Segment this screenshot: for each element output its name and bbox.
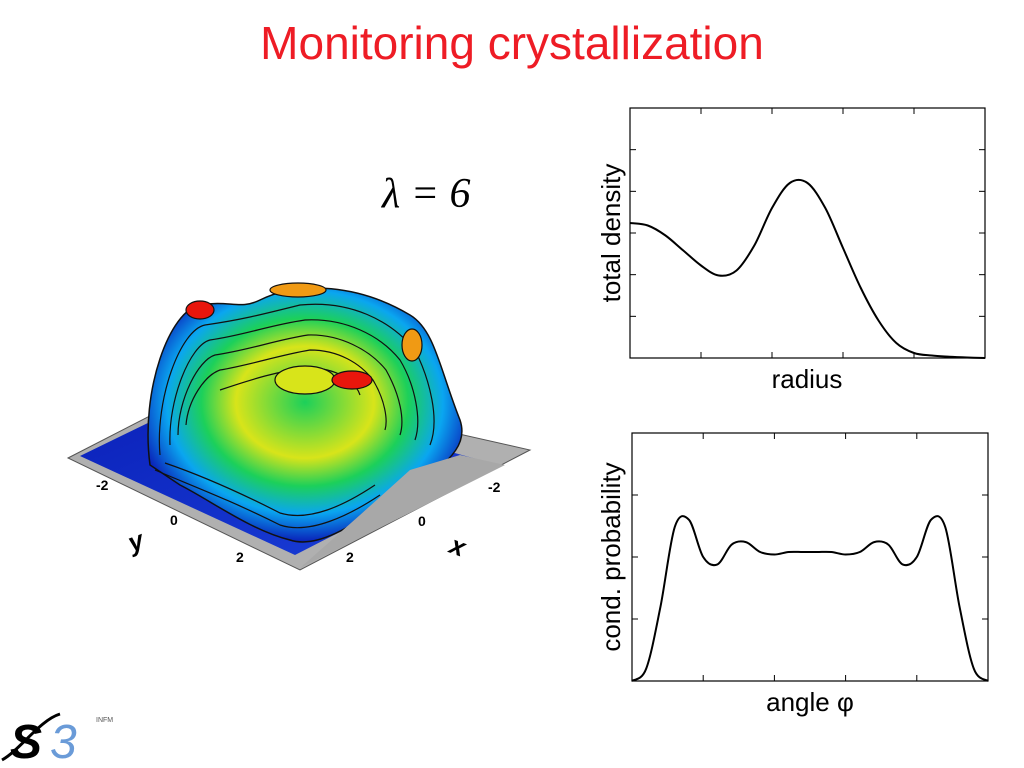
density-ylabel: total density — [596, 164, 626, 303]
contour-lines — [154, 303, 435, 529]
x-tick-0: 0 — [418, 513, 426, 529]
density-chart-frame — [629, 107, 986, 359]
probability-curve — [631, 515, 989, 682]
density-curve — [629, 178, 986, 359]
y-tick-0: 0 — [170, 512, 178, 528]
x-axis-label: x — [444, 529, 471, 563]
peak-right — [401, 328, 423, 362]
s3-logo: S 3 INFM — [1, 712, 113, 768]
y-tick-neg2: -2 — [96, 477, 109, 493]
x-tick-neg2: -2 — [488, 479, 501, 495]
surface-plot-svg: -2 0 2 -2 0 2 y x — [66, 282, 532, 571]
logo-swoosh — [1, 712, 61, 762]
density-chart-ticks — [630, 108, 985, 358]
slide-title: Monitoring crystallization — [260, 17, 764, 69]
probability-chart: angle φ cond. probability — [596, 432, 989, 717]
density-chart: radius total density — [596, 107, 986, 394]
probability-xlabel: angle φ — [766, 687, 854, 717]
parameter-label: λ = 6 — [382, 171, 471, 217]
peak-back — [269, 282, 327, 298]
x-tick-2: 2 — [346, 549, 354, 565]
logo-main-3: 3 — [50, 716, 77, 768]
density-xlabel: radius — [772, 364, 843, 394]
y-axis-label: y — [122, 524, 149, 558]
logo-main: S — [10, 716, 42, 768]
probability-chart-frame — [631, 432, 989, 682]
peak-front — [331, 370, 373, 390]
surface-gray-region — [300, 455, 505, 568]
probability-chart-ticks — [632, 433, 988, 681]
probability-ylabel: cond. probability — [596, 462, 626, 651]
peak-left — [185, 300, 215, 320]
surface-plot: -2 0 2 -2 0 2 y x — [60, 270, 550, 590]
y-tick-2: 2 — [236, 549, 244, 565]
logo-sub: INFM — [96, 717, 113, 724]
inner-bump — [274, 365, 336, 395]
